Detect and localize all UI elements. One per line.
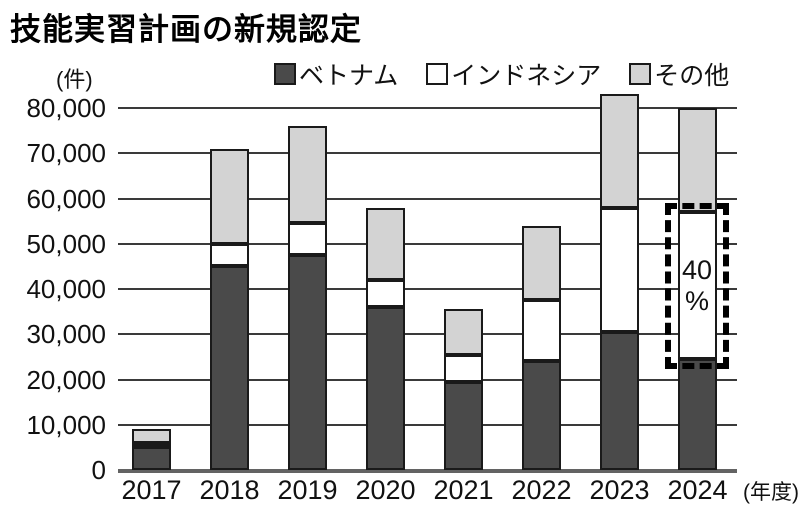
- bar-segment-others: [288, 126, 327, 224]
- y-tick-label: 30,000: [26, 319, 106, 350]
- legend-label: ベトナム: [299, 62, 399, 90]
- gridline: [118, 288, 737, 290]
- x-tick-label: 2020: [355, 475, 416, 505]
- x-tick-label: 2021: [433, 475, 494, 505]
- bar-segment-indonesia: [444, 354, 483, 382]
- gridline: [118, 378, 737, 381]
- annotation-dashed-box: 40%: [665, 203, 729, 370]
- y-tick-label: 20,000: [26, 364, 106, 395]
- gridline: [118, 333, 737, 336]
- y-tick-label: 50,000: [26, 228, 106, 259]
- x-tick-label: 2023: [589, 475, 650, 505]
- gridline: [118, 107, 737, 109]
- y-tick-label: 40,000: [26, 274, 106, 304]
- bar-segment-vietnam: [678, 359, 717, 470]
- x-tick-label: 2024: [667, 475, 728, 505]
- x-tick-label: 2018: [199, 475, 260, 505]
- annotation-label: 40%: [681, 255, 713, 317]
- bar-segment-others: [132, 429, 171, 443]
- bar-segment-vietnam: [600, 331, 639, 470]
- legend-swatch-icon: [629, 63, 652, 85]
- x-axis-baseline: [118, 469, 737, 473]
- bar-segment-vietnam: [366, 307, 405, 470]
- bar-segment-others: [522, 225, 561, 301]
- bar-segment-others: [600, 94, 639, 208]
- y-tick-label: 80,000: [26, 93, 106, 123]
- legend-item-others: その他: [629, 56, 729, 92]
- x-tick-label: 2022: [511, 475, 572, 505]
- bar-segment-indonesia: [288, 223, 327, 256]
- legend-swatch-icon: [274, 63, 296, 85]
- x-tick-label: 2017: [121, 475, 182, 505]
- bar-segment-indonesia: [522, 300, 561, 362]
- legend-item-vietnam: ベトナム: [274, 56, 398, 92]
- bar-segment-vietnam: [210, 266, 249, 470]
- bar-segment-others: [444, 309, 483, 355]
- bar-segment-indonesia: [600, 207, 639, 332]
- bar-segment-vietnam: [132, 447, 171, 470]
- legend-item-indonesia: インドネシア: [426, 56, 601, 92]
- x-tick-label: 2019: [277, 475, 338, 505]
- legend-swatch-icon: [426, 63, 449, 85]
- bar-segment-vietnam: [288, 255, 327, 470]
- bar-segment-others: [366, 207, 405, 280]
- y-tick-label: 0: [91, 455, 106, 485]
- bar-segment-indonesia: [132, 442, 171, 448]
- gridline: [118, 152, 737, 155]
- gridline: [118, 242, 737, 245]
- chart-title: 技能実習計画の新規認定: [10, 12, 362, 47]
- bar-segment-indonesia: [678, 212, 717, 360]
- bar-segment-indonesia: [210, 243, 249, 267]
- legend: ベトナム インドネシア その他: [274, 56, 729, 92]
- legend-label: その他: [654, 62, 730, 90]
- bar-segment-vietnam: [444, 381, 483, 470]
- legend-label: インドネシア: [451, 62, 602, 90]
- y-tick-label: 60,000: [26, 183, 106, 214]
- bar-segment-indonesia: [366, 279, 405, 308]
- y-axis-unit-label: (件): [56, 67, 93, 92]
- bar-segment-vietnam: [522, 361, 561, 470]
- bar-segment-others: [210, 148, 249, 244]
- y-tick-label: 70,000: [26, 138, 106, 169]
- gridline: [118, 423, 737, 426]
- gridline: [118, 197, 737, 200]
- bar-segment-others: [678, 108, 717, 213]
- x-axis-unit-label: (年度): [743, 481, 799, 504]
- y-tick-label: 10,000: [26, 409, 106, 440]
